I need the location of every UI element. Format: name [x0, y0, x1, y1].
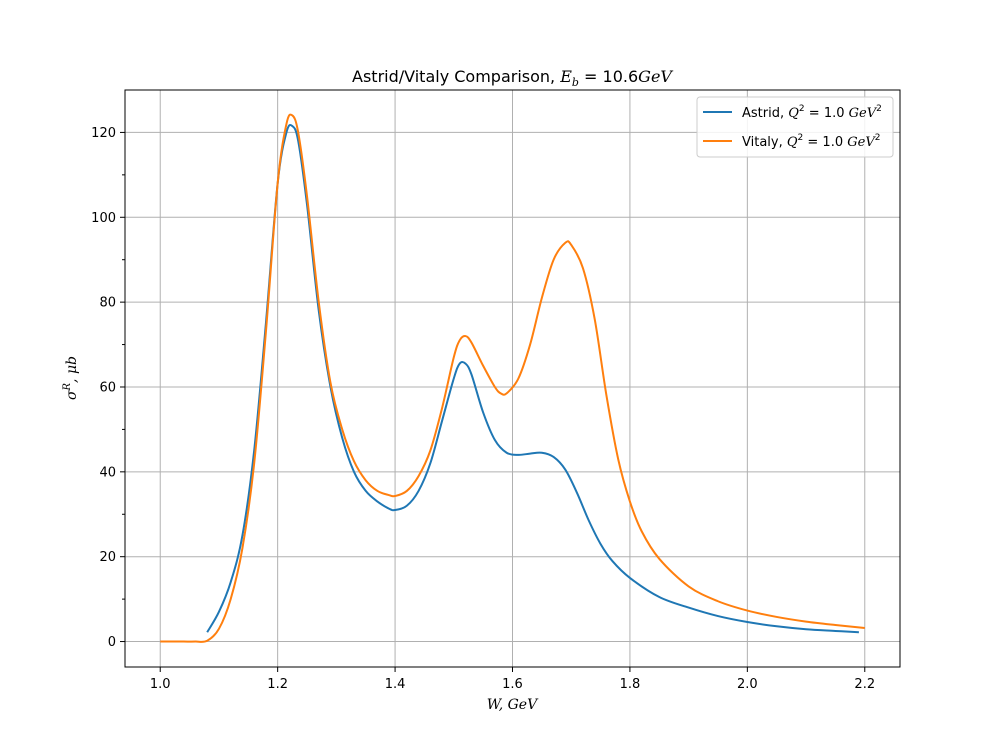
y-tick-label: 120 [91, 126, 116, 141]
x-tick-label: 1.6 [502, 677, 523, 692]
y-axis-title: σR, μb [62, 356, 80, 400]
title-text: Astrid/Vitaly Comparison, [352, 67, 560, 86]
legend-box [696, 96, 894, 158]
x-tick-label: 1.4 [385, 677, 406, 692]
x-tick-label: 1.2 [267, 677, 288, 692]
x-axis-title: W, GeV [487, 697, 539, 713]
y-tick-label: 0 [108, 635, 116, 650]
title-eq: = 10.6 [579, 67, 638, 86]
y-tick-label: 60 [99, 380, 116, 395]
y-tick-label: 20 [99, 550, 116, 565]
x-tick-label: 2.2 [854, 677, 875, 692]
legend-label-vitaly: Vitaly, Q2 = 1.0 GeV2 [742, 133, 880, 150]
legend: Astrid, Q2 = 1.0 GeV2 Vitaly, Q2 = 1.0 G… [696, 96, 894, 158]
title-unit: GeV [638, 67, 673, 86]
x-tick-label: 1.0 [150, 677, 171, 692]
series-line-vitaly [160, 113, 865, 643]
y-tick-label: 80 [99, 296, 116, 311]
grid [125, 90, 900, 667]
series-layer [160, 113, 865, 643]
ticks: 1.0 1.2 1.4 1.6 1.8 2.0 2.2 0 20 40 60 80 100 120 [91, 126, 875, 692]
y-tick-label: 40 [99, 465, 116, 480]
y-tick-label: 100 [91, 211, 116, 226]
title-sub: b [572, 76, 579, 89]
legend-label-astrid: Astrid, Q2 = 1.0 GeV2 [742, 104, 882, 121]
title-math: E [559, 67, 572, 86]
x-tick-label: 2.0 [737, 677, 758, 692]
x-tick-label: 1.8 [620, 677, 641, 692]
series-line-astrid [206, 123, 859, 634]
chart-title: Astrid/Vitaly Comparison, Eb = 10.6GeV [352, 67, 673, 89]
